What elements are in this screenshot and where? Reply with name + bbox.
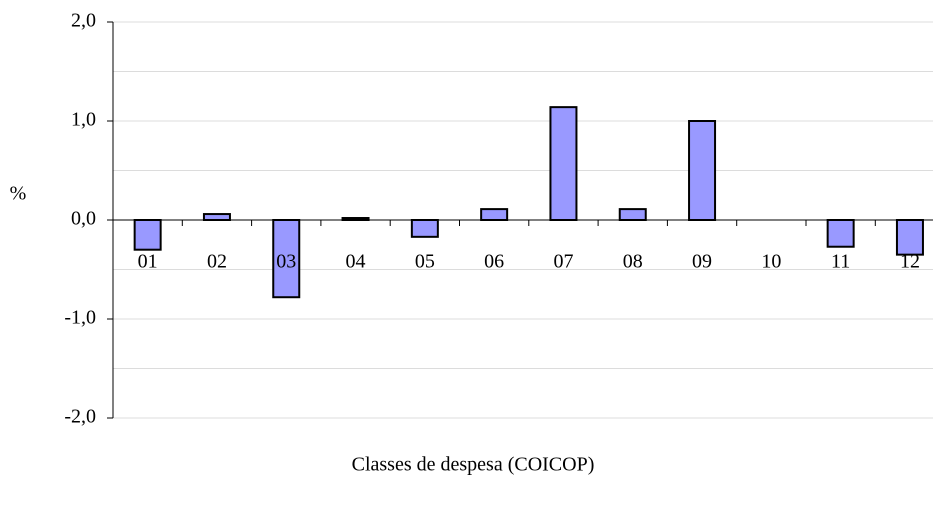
x-tick-label: 04 (346, 251, 366, 273)
y-tick-label: 2,0 (71, 10, 96, 32)
bar (688, 120, 717, 221)
bar (480, 208, 509, 222)
x-tick-label: 05 (415, 251, 435, 273)
x-tick-label: 07 (553, 251, 573, 273)
y-tick-label: 1,0 (71, 109, 96, 131)
x-tick-label: 02 (207, 251, 227, 273)
x-tick-label: 08 (623, 251, 643, 273)
x-tick-label: 06 (484, 251, 504, 273)
bar (272, 219, 301, 299)
bar (202, 213, 231, 221)
x-axis-label: Classes de despesa (COICOP) (352, 454, 595, 476)
bar (549, 106, 578, 221)
x-tick-label: 09 (692, 251, 712, 273)
x-tick-label: 03 (276, 251, 296, 273)
x-tick-label: 10 (761, 251, 781, 273)
y-tick-label: 0,0 (71, 208, 96, 230)
x-tick-label: 12 (900, 251, 920, 273)
bar (618, 208, 647, 222)
bar (410, 219, 439, 238)
y-tick-label: -1,0 (64, 307, 96, 329)
y-tick-label: -2,0 (64, 406, 96, 428)
y-axis-label: % (10, 183, 27, 205)
x-tick-label: 01 (138, 251, 158, 273)
bar (895, 219, 924, 256)
bar (133, 219, 162, 251)
bar (826, 219, 855, 248)
x-tick-label: 11 (831, 251, 850, 273)
